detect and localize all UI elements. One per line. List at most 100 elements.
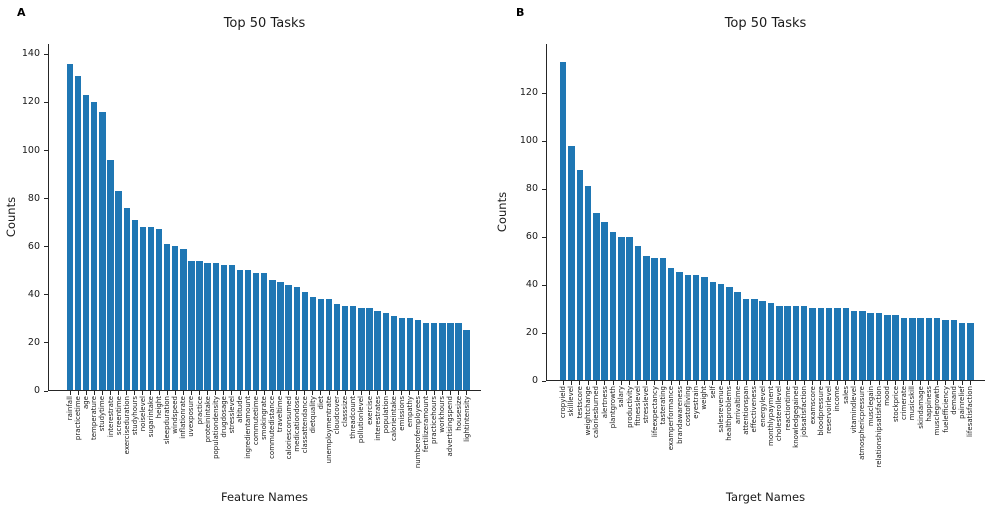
y-tick-label: 100	[519, 135, 538, 147]
bar	[559, 61, 567, 380]
x-tick-mark	[920, 381, 922, 385]
x-tick-mark	[150, 391, 152, 395]
bar	[414, 320, 422, 390]
x-tick-label: jobsatisfaction	[800, 385, 809, 437]
x-tick-slot: medicationdose	[293, 391, 301, 451]
x-tick-slot: skindamage	[916, 381, 925, 428]
bar	[439, 322, 446, 390]
bar	[123, 207, 130, 390]
x-tick-label: drugdosage	[219, 395, 228, 438]
x-tick-slot: musclegrowth	[933, 381, 941, 435]
x-tick-label: traveltime	[276, 395, 285, 432]
bar	[212, 262, 219, 390]
x-tick-slot: calorieintake	[390, 391, 398, 441]
x-tick-label: musicskill	[908, 385, 917, 420]
y-tick-mark	[44, 53, 48, 55]
x-tick-slot: traveltime	[276, 391, 284, 432]
x-tick-slot: relationshipsatisfaction	[875, 381, 883, 467]
x-tick-slot: caloriesburned	[592, 381, 600, 437]
bar	[463, 330, 470, 390]
x-tick-mark	[271, 391, 273, 395]
x-tick-mark	[247, 391, 249, 395]
x-tick-slot: exercise	[365, 391, 374, 425]
x-tick-slot: screentime	[115, 391, 123, 435]
y-tick-label: 0	[33, 385, 40, 396]
x-tick-label: alertness	[600, 385, 609, 418]
x-tick-label: knowledgegained	[791, 385, 800, 448]
x-tick-label: sales	[841, 385, 850, 404]
x-tick-mark	[93, 391, 95, 395]
x-tick-mark	[393, 391, 395, 395]
x-tick-label: plantgrowth	[609, 385, 618, 428]
x-tick-labels: cropyield skilllevel testscore weightchange…	[559, 381, 975, 491]
x-tick-label: salary	[617, 385, 626, 407]
x-tick-mark	[441, 391, 443, 395]
x-tick-mark	[458, 391, 460, 395]
x-tick-mark	[737, 381, 739, 385]
x-tick-label: demand	[949, 385, 958, 415]
x-tick-slot: eyestrain	[692, 381, 700, 418]
x-tick-label: advertisingspend	[446, 395, 455, 457]
x-tick-slot: crimerate	[900, 381, 908, 420]
bar	[382, 313, 389, 390]
x-tick-slot: brandawareness	[675, 381, 684, 443]
x-tick-slot: populationdensity	[212, 391, 220, 458]
bar	[390, 315, 397, 390]
y-tick-label: 20	[525, 327, 538, 339]
bar	[261, 272, 268, 390]
y-tick-mark	[44, 294, 48, 296]
y-tick-mark	[542, 92, 546, 94]
bar	[317, 298, 325, 390]
bar	[867, 313, 874, 380]
bar	[634, 246, 642, 380]
x-tick-slot: reactiontime	[783, 381, 792, 430]
y-tick-mark	[542, 140, 546, 142]
x-tick-slot: housesize	[455, 391, 463, 430]
x-tick-label: reactiontime	[783, 385, 792, 430]
bar	[859, 310, 866, 380]
x-tick-mark	[328, 391, 330, 395]
x-tick-slot: atmosphericpressure	[858, 381, 866, 459]
x-tick-mark	[637, 381, 639, 385]
bar	[431, 322, 438, 390]
x-tick-slot: salary	[617, 381, 625, 407]
x-tick-mark	[886, 381, 888, 385]
x-tick-label: interestrate	[106, 395, 115, 437]
x-tick-mark	[369, 391, 371, 395]
x-tick-label: cloudcover	[333, 395, 342, 434]
x-tick-mark	[425, 391, 427, 395]
x-tick-slot: commutetime	[252, 391, 260, 445]
x-tick-label: housesize	[454, 395, 463, 431]
x-tick-label: effectiveness	[750, 385, 759, 432]
bar	[892, 315, 899, 380]
x-tick-slot: cropyield	[559, 381, 567, 418]
x-tick-mark	[712, 381, 714, 385]
x-tick-mark	[433, 391, 435, 395]
x-tick-mark	[703, 381, 705, 385]
x-tick-slot: classsize	[341, 391, 349, 426]
bar	[626, 236, 633, 380]
bar	[950, 320, 958, 380]
x-tick-slot: sleepduration	[163, 391, 171, 444]
x-tick-mark	[812, 381, 814, 385]
x-tick-label: altitude	[236, 395, 245, 423]
x-tick-mark	[745, 381, 747, 385]
y-tick-label: 40	[27, 288, 40, 300]
x-tick-label: productivity	[625, 385, 634, 428]
x-tick-label: classattendance	[300, 395, 309, 453]
x-tick-label: studyhours	[130, 395, 139, 435]
y-axis-label-b: Counts	[495, 191, 509, 233]
x-tick-slot: threadcount	[349, 391, 357, 438]
bar	[917, 317, 924, 380]
x-tick-label: skilllevel	[567, 385, 576, 416]
x-tick-mark	[570, 381, 572, 385]
bar	[253, 272, 260, 390]
bar	[568, 145, 575, 380]
x-tick-label: income	[833, 385, 842, 412]
x-tick-mark	[336, 391, 338, 395]
x-tick-label: exercise	[365, 395, 374, 425]
x-tick-mark	[166, 391, 168, 395]
x-tick-label: studytime	[98, 395, 107, 431]
x-tick-slot: painrelief	[958, 381, 966, 418]
x-tick-slot: bloodpressure	[817, 381, 825, 435]
